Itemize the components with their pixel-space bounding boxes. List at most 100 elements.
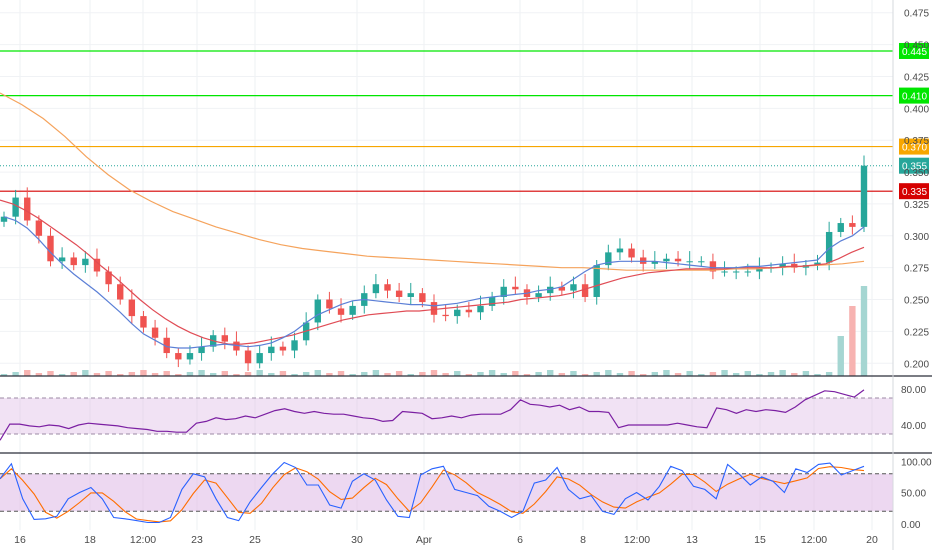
price-level-label: 0.410 bbox=[902, 92, 927, 103]
candle-body[interactable] bbox=[477, 305, 484, 313]
candle-body[interactable] bbox=[674, 258, 682, 262]
candle-body[interactable] bbox=[558, 286, 566, 291]
candle-body[interactable] bbox=[0, 216, 8, 222]
candle-body[interactable] bbox=[860, 165, 868, 227]
candle-body[interactable] bbox=[24, 197, 31, 221]
price-levels: 0.445 0.410 0.370 0.335 0.355 bbox=[0, 42, 929, 200]
candlesticks[interactable] bbox=[0, 155, 868, 371]
candle-body[interactable] bbox=[639, 257, 647, 264]
candle-body[interactable] bbox=[488, 296, 496, 306]
candle-body[interactable] bbox=[419, 293, 426, 303]
candle-body[interactable] bbox=[221, 335, 229, 342]
rsi-panel[interactable] bbox=[0, 389, 865, 441]
candle-body[interactable] bbox=[140, 316, 147, 328]
volume-bar bbox=[151, 373, 159, 376]
price-tick-label: 0.225 bbox=[904, 327, 929, 338]
volume-bar bbox=[198, 370, 205, 376]
candle-body[interactable] bbox=[791, 263, 798, 268]
candle-body[interactable] bbox=[756, 267, 763, 272]
candle-body[interactable] bbox=[593, 265, 600, 297]
x-tick-label: 16 bbox=[14, 534, 26, 546]
candle-body[interactable] bbox=[512, 286, 519, 290]
candle-body[interactable] bbox=[837, 223, 844, 232]
candle-body[interactable] bbox=[326, 299, 333, 309]
price-tick-label: 0.450 bbox=[904, 41, 929, 52]
candle-body[interactable] bbox=[384, 284, 391, 291]
last-price-tag bbox=[899, 157, 929, 174]
candle-body[interactable] bbox=[500, 286, 507, 297]
candle-body[interactable] bbox=[105, 271, 112, 285]
volume-bar bbox=[477, 372, 484, 376]
candle-body[interactable] bbox=[744, 271, 751, 273]
candle-body[interactable] bbox=[198, 346, 205, 354]
candle-body[interactable] bbox=[721, 271, 728, 273]
candle-body[interactable] bbox=[70, 257, 77, 266]
candle-body[interactable] bbox=[628, 248, 635, 258]
candle-body[interactable] bbox=[163, 337, 170, 354]
candle-body[interactable] bbox=[779, 263, 786, 268]
candle-body[interactable] bbox=[570, 284, 577, 291]
candle-body[interactable] bbox=[651, 261, 659, 264]
volume-bar bbox=[82, 370, 89, 376]
volume-bar bbox=[860, 286, 868, 376]
candle-body[interactable] bbox=[128, 299, 136, 317]
stochastic-panel[interactable] bbox=[0, 461, 865, 524]
x-tick-label: 30 bbox=[351, 534, 363, 546]
candle-body[interactable] bbox=[279, 346, 287, 351]
candle-body[interactable] bbox=[454, 309, 461, 317]
candle-body[interactable] bbox=[117, 284, 124, 300]
candle-body[interactable] bbox=[849, 223, 856, 227]
candle-body[interactable] bbox=[47, 235, 54, 262]
volume-bar bbox=[70, 372, 77, 376]
candle-body[interactable] bbox=[256, 353, 263, 364]
candle-body[interactable] bbox=[547, 286, 554, 294]
candle-body[interactable] bbox=[825, 231, 833, 263]
candle-body[interactable] bbox=[337, 308, 345, 315]
candle-body[interactable] bbox=[709, 261, 717, 272]
candle-body[interactable] bbox=[535, 293, 542, 297]
candle-body[interactable] bbox=[244, 350, 252, 364]
candle-body[interactable] bbox=[663, 258, 670, 262]
candle-body[interactable] bbox=[732, 271, 740, 273]
candle-body[interactable] bbox=[268, 346, 275, 354]
volume-bar bbox=[93, 373, 101, 376]
candle-body[interactable] bbox=[151, 327, 159, 338]
candle-body[interactable] bbox=[430, 302, 438, 315]
candle-body[interactable] bbox=[814, 262, 821, 266]
rsi-band bbox=[0, 398, 893, 434]
volume-bar bbox=[175, 374, 182, 376]
candle-body[interactable] bbox=[605, 252, 612, 266]
candle-body[interactable] bbox=[82, 258, 89, 266]
candle-body[interactable] bbox=[698, 261, 705, 263]
stoch-k-line[interactable] bbox=[0, 461, 865, 524]
volume-bar bbox=[628, 371, 635, 376]
candle-body[interactable] bbox=[372, 284, 380, 294]
x-tick-label: 8 bbox=[580, 534, 586, 546]
candle-body[interactable] bbox=[465, 309, 473, 313]
volume-bar bbox=[605, 370, 612, 376]
candle-body[interactable] bbox=[93, 258, 101, 272]
candle-body[interactable] bbox=[186, 353, 194, 360]
candle-body[interactable] bbox=[233, 341, 240, 351]
candle-body[interactable] bbox=[35, 220, 43, 236]
candle-body[interactable] bbox=[291, 340, 298, 351]
volume-bar bbox=[663, 370, 670, 376]
candle-body[interactable] bbox=[314, 299, 321, 323]
candle-body[interactable] bbox=[395, 290, 403, 297]
candle-body[interactable] bbox=[616, 248, 624, 253]
volume-bar bbox=[314, 370, 321, 376]
candle-body[interactable] bbox=[12, 197, 19, 217]
candle-body[interactable] bbox=[407, 293, 414, 297]
candle-body[interactable] bbox=[175, 353, 182, 360]
candle-body[interactable] bbox=[442, 314, 449, 317]
rsi-line[interactable] bbox=[0, 389, 865, 441]
candle-body[interactable] bbox=[686, 261, 693, 263]
volume-bar bbox=[767, 372, 775, 376]
x-tick-label: 23 bbox=[191, 534, 203, 546]
candle-body[interactable] bbox=[58, 257, 66, 262]
candle-body[interactable] bbox=[349, 305, 356, 315]
volume-bar bbox=[256, 370, 263, 376]
candle-body[interactable] bbox=[581, 284, 589, 297]
